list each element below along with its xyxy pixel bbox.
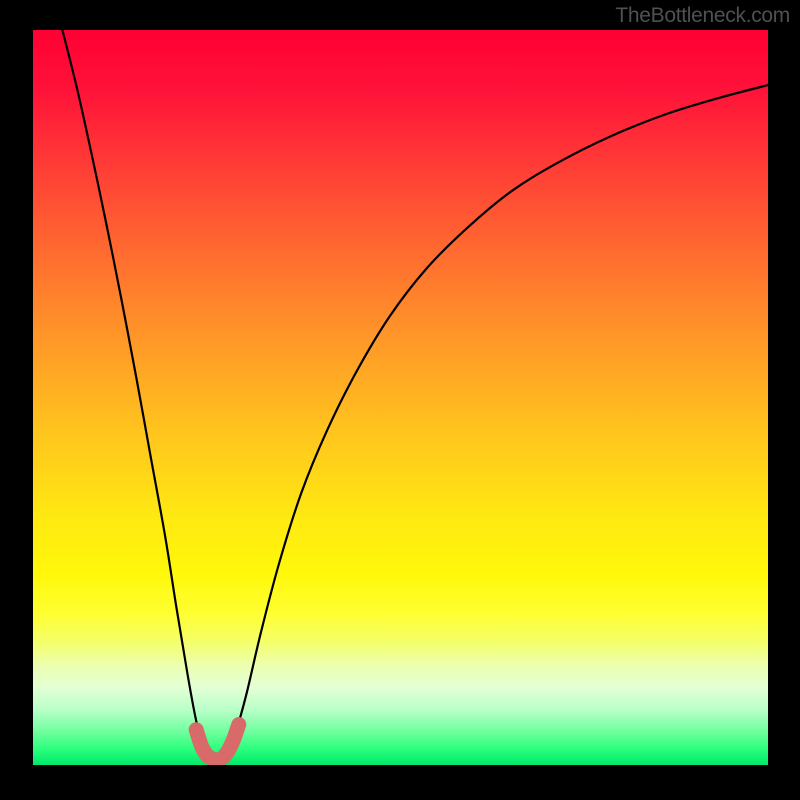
plot-area: [33, 30, 768, 765]
chart-container: TheBottleneck.com: [0, 0, 800, 800]
optimal-range-marker: [196, 725, 239, 761]
bottleneck-curve: [62, 30, 768, 762]
curve-overlay: [33, 30, 768, 765]
watermark-text: TheBottleneck.com: [615, 4, 790, 28]
